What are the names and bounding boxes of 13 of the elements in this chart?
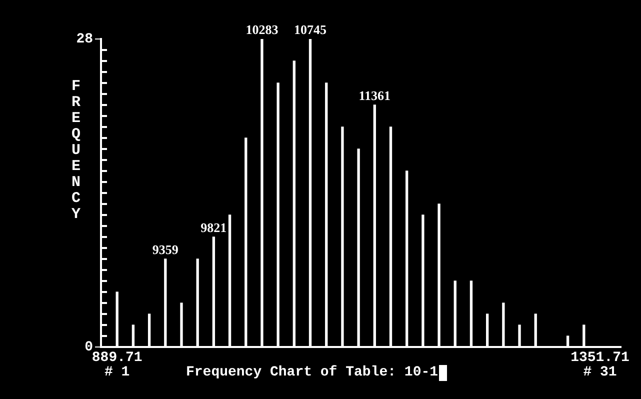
y-tick-label: 0 bbox=[84, 340, 93, 356]
annotation: 10745 bbox=[294, 22, 328, 37]
y-tick-label: 28 bbox=[76, 32, 93, 48]
text: # 31 bbox=[583, 364, 617, 381]
x-tick-label: 889.71 bbox=[92, 350, 142, 366]
annotation: 10283 bbox=[246, 22, 279, 37]
text: Frequency Chart of Table: 10-1 bbox=[186, 364, 438, 381]
text: FREQUENCY bbox=[71, 78, 81, 223]
annotation: 9359 bbox=[152, 242, 179, 257]
annotation: 11361 bbox=[358, 88, 391, 103]
x-tick-label: 1351.71 bbox=[570, 350, 630, 366]
annotation: 9821 bbox=[200, 220, 227, 235]
text: # 1 bbox=[104, 364, 130, 381]
